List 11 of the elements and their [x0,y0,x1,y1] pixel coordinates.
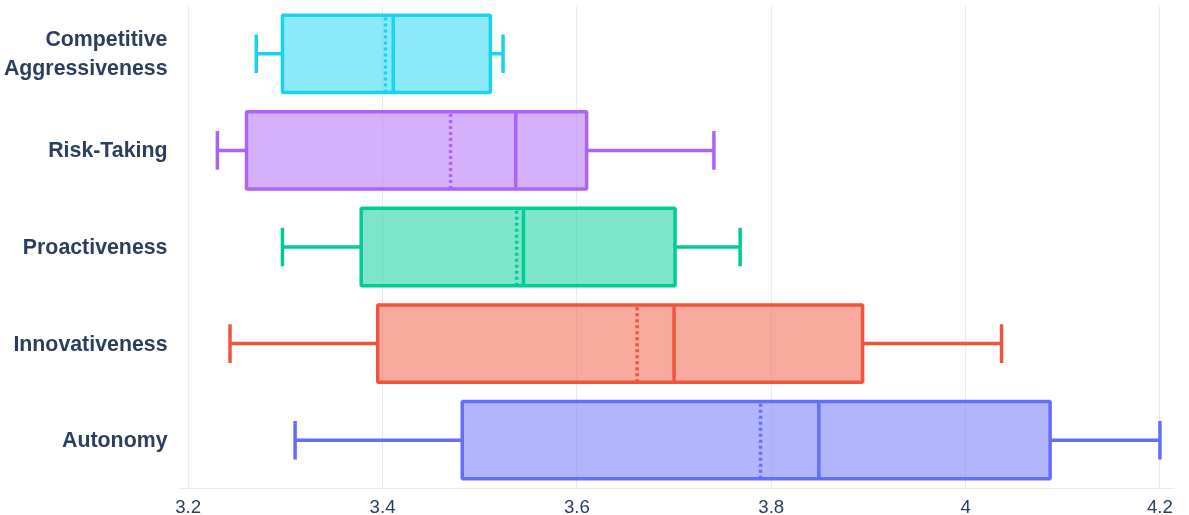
x-tick-label: 3.6 [563,495,590,515]
x-tick-label: 3.8 [758,495,785,515]
y-tick-label: Risk-Taking [48,138,168,163]
x-tick-label: 3.2 [175,495,202,515]
y-tick-label: Autonomy [62,428,168,453]
y-tick-label: Innovativeness [13,331,168,356]
x-tick-label: 4.2 [1146,495,1173,515]
x-tick-label: 3.4 [369,495,396,515]
y-tick-label: Proactiveness [22,235,168,259]
x-tick-label: 4 [960,495,971,515]
y-tick-label: Competitive Aggressiveness [3,27,168,81]
